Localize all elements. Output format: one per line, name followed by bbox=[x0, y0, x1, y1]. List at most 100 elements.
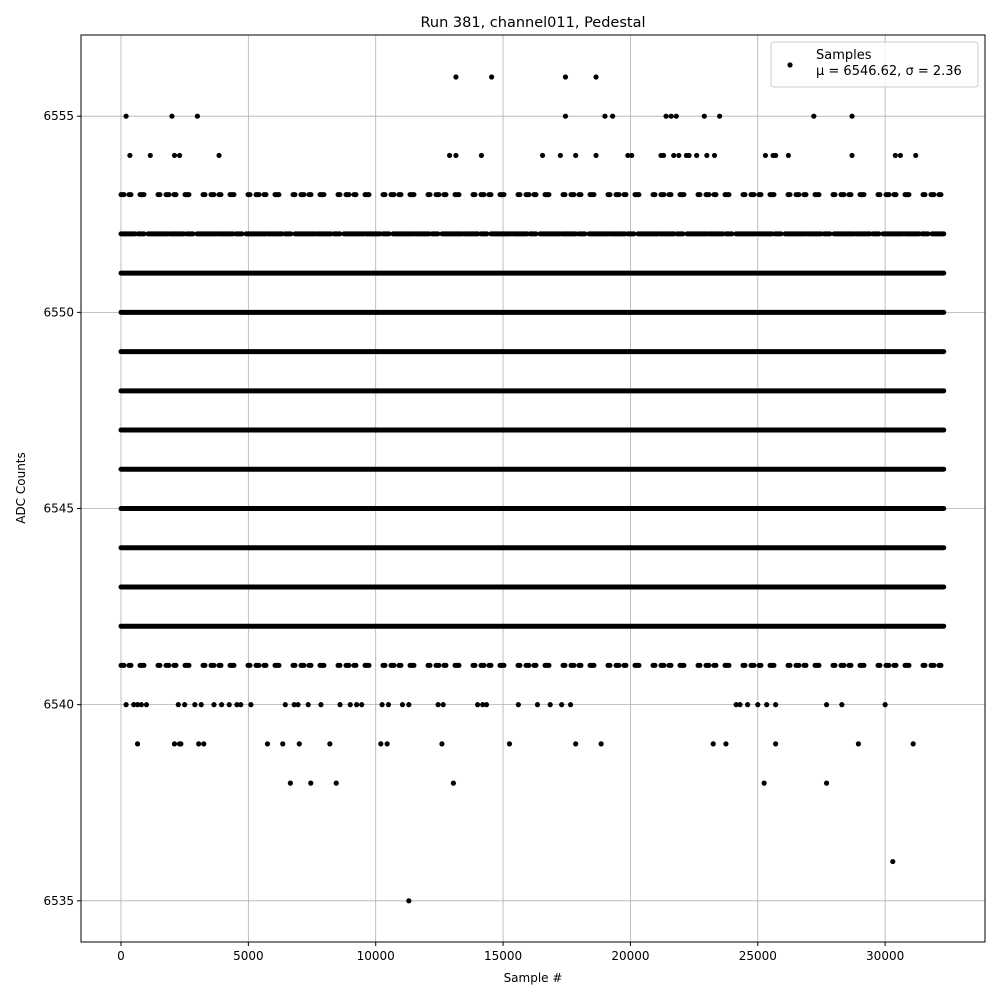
sample-point bbox=[219, 702, 225, 708]
sample-point bbox=[849, 152, 855, 159]
y-tick-label: 6535 bbox=[43, 894, 74, 908]
sample-point bbox=[295, 702, 301, 708]
sample-point bbox=[506, 741, 513, 747]
sample-point bbox=[489, 74, 495, 80]
legend-stats: μ = 6546.62, σ = 2.36 bbox=[816, 64, 962, 79]
sample-point bbox=[171, 741, 178, 747]
sample-point bbox=[399, 702, 406, 708]
sample-point bbox=[673, 113, 679, 119]
plot-frame bbox=[80, 34, 986, 943]
sample-point bbox=[385, 702, 392, 708]
sample-point bbox=[671, 152, 677, 159]
y-tick-label: 6540 bbox=[43, 698, 74, 712]
sample-point bbox=[562, 113, 569, 119]
sample-point bbox=[723, 741, 729, 747]
sample-point bbox=[453, 152, 459, 159]
sample-point bbox=[171, 152, 178, 159]
sample-point bbox=[897, 152, 904, 159]
sample-point bbox=[308, 780, 314, 786]
sample-point bbox=[711, 152, 718, 159]
sample-point bbox=[296, 741, 302, 747]
x-tick-label: 20000 bbox=[611, 949, 649, 963]
sample-point bbox=[755, 702, 761, 708]
sample-point bbox=[773, 741, 779, 747]
x-axis-label: Sample # bbox=[504, 971, 563, 985]
sample-point bbox=[198, 702, 204, 708]
sample-point bbox=[248, 702, 254, 708]
sample-point bbox=[384, 741, 390, 747]
sample-point bbox=[435, 702, 441, 708]
y-tick-label: 6555 bbox=[43, 109, 74, 123]
sample-point bbox=[327, 741, 333, 747]
sample-point bbox=[686, 152, 692, 159]
sample-point bbox=[446, 152, 453, 159]
sample-point bbox=[216, 152, 222, 159]
sample-point bbox=[201, 741, 207, 747]
sample-point bbox=[663, 113, 669, 119]
sample-point bbox=[609, 113, 616, 119]
sample-point bbox=[134, 741, 141, 747]
sample-point bbox=[811, 113, 817, 119]
sample-point bbox=[333, 780, 339, 786]
sample-point bbox=[694, 152, 700, 159]
sample-point bbox=[480, 702, 486, 708]
sample-point bbox=[406, 898, 412, 904]
sample-point bbox=[305, 702, 311, 708]
sample-point bbox=[855, 741, 862, 747]
sample-point bbox=[625, 152, 631, 159]
sample-point bbox=[287, 780, 293, 786]
legend-label: Samples bbox=[816, 48, 872, 63]
sample-point bbox=[557, 152, 563, 159]
sample-point bbox=[547, 702, 553, 708]
x-tick-label: 25000 bbox=[739, 949, 777, 963]
x-tick-label: 15000 bbox=[484, 949, 522, 963]
sample-point bbox=[182, 702, 188, 708]
data-marks bbox=[118, 74, 947, 904]
sample-point bbox=[559, 702, 565, 708]
x-tick-label: 0 bbox=[117, 949, 125, 963]
sample-point bbox=[764, 702, 770, 708]
legend-box bbox=[770, 41, 979, 88]
sample-point bbox=[716, 113, 723, 119]
sample-point bbox=[704, 152, 710, 159]
sample-point bbox=[701, 113, 707, 119]
chart-title: Run 381, channel011, Pedestal bbox=[420, 15, 645, 31]
sample-point bbox=[134, 702, 141, 708]
x-tick-label: 10000 bbox=[357, 949, 395, 963]
sample-point bbox=[192, 702, 198, 708]
sample-point bbox=[823, 702, 830, 708]
sample-point bbox=[354, 702, 360, 708]
sample-point bbox=[379, 702, 385, 708]
sample-point bbox=[175, 702, 181, 708]
sample-point bbox=[406, 702, 412, 708]
sample-point bbox=[676, 152, 682, 159]
sample-point bbox=[211, 702, 217, 708]
sample-point bbox=[839, 702, 845, 708]
sample-point bbox=[178, 741, 184, 747]
sample-point bbox=[318, 702, 324, 708]
sample-point bbox=[762, 152, 769, 159]
sample-point bbox=[515, 702, 521, 708]
y-tick-label: 6550 bbox=[43, 305, 74, 319]
sample-point bbox=[567, 702, 574, 708]
y-axis-label: ADC Counts bbox=[14, 452, 28, 524]
sample-point bbox=[483, 702, 490, 708]
sample-point bbox=[127, 152, 133, 159]
sample-point bbox=[602, 113, 608, 119]
sample-point bbox=[378, 741, 384, 747]
sample-point bbox=[226, 702, 232, 708]
sample-point bbox=[176, 152, 183, 159]
x-tick-label: 5000 bbox=[233, 949, 264, 963]
sample-point bbox=[169, 113, 175, 119]
sample-point bbox=[593, 152, 599, 159]
sample-point bbox=[264, 741, 271, 747]
sample-point bbox=[194, 113, 201, 119]
sample-point bbox=[123, 113, 129, 119]
sample-point bbox=[291, 702, 297, 708]
sample-point bbox=[439, 741, 445, 747]
sample-point bbox=[892, 152, 898, 159]
sample-point bbox=[534, 702, 541, 708]
x-tick-label: 30000 bbox=[866, 949, 904, 963]
legend-marker bbox=[787, 62, 793, 68]
